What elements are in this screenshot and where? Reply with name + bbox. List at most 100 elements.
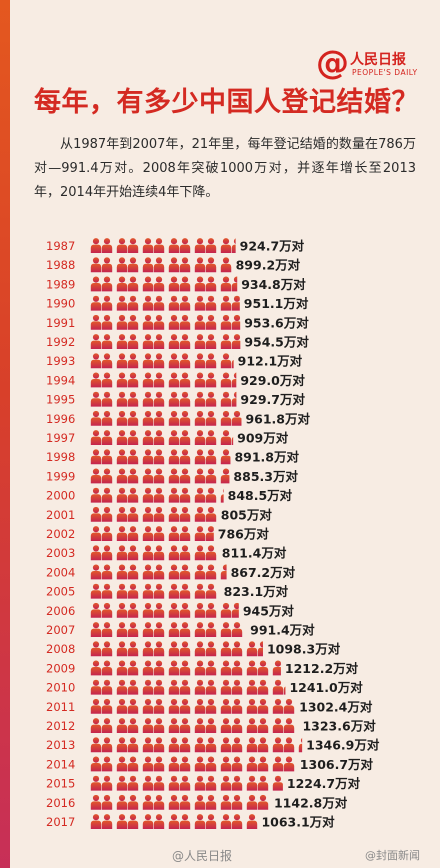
year-label: 1998 [46, 450, 75, 464]
year-label: 1988 [46, 258, 75, 272]
pictogram-bar [90, 602, 239, 618]
year-label: 1990 [46, 297, 75, 311]
pictogram-bar [90, 641, 263, 657]
value-label: 1302.4万对 [299, 699, 373, 714]
value-label: 934.8万对 [241, 277, 306, 292]
year-label: 2004 [46, 565, 75, 579]
value-label: 929.0万对 [240, 373, 305, 388]
pictogram-bar [90, 814, 258, 829]
year-label: 2008 [46, 642, 75, 656]
value-label: 823.1万对 [224, 584, 289, 599]
value-label: 811.4万对 [222, 546, 287, 561]
page-title: 每年，有多少中国人登记结婚？ [34, 87, 419, 118]
pictogram-bar [90, 276, 238, 292]
pictogram-bar [90, 775, 283, 791]
value-label: 1063.1万对 [261, 815, 335, 830]
year-label: 2014 [46, 757, 75, 771]
value-label: 951.1万对 [244, 296, 309, 311]
intro-paragraph: 从1987年到2007年，21年里，每年登记结婚的数量在786万对—991.4万… [34, 137, 416, 200]
year-label: 1996 [46, 412, 75, 426]
year-label: 2011 [46, 700, 75, 714]
pictogram-bar [90, 718, 295, 733]
value-label: 1241.0万对 [289, 680, 363, 695]
pictogram-bar [90, 391, 237, 407]
pictogram-bar [90, 295, 240, 311]
logo-at-symbol: @ [316, 43, 349, 82]
marriage-pictogram-chart: 1987 924.7万对 1988 899.2万对 1989 934.8万对 1990 951… [46, 238, 380, 830]
year-label: 1987 [46, 239, 75, 253]
year-label: 1992 [46, 335, 75, 349]
pictogram-bar [90, 430, 234, 445]
pictogram-bar [90, 622, 243, 637]
year-label: 2006 [46, 604, 75, 618]
year-label: 2005 [46, 585, 75, 599]
year-label: 1999 [46, 469, 75, 483]
year-label: 2003 [46, 546, 75, 560]
pictogram-bar [90, 506, 217, 522]
year-label: 1995 [46, 393, 75, 407]
peoples-daily-logo: @ 人民日报 PEOPLE'S DAILY [316, 43, 428, 83]
pictogram-bar [90, 238, 236, 253]
pictogram-bar [90, 583, 217, 599]
value-label: 786万对 [218, 527, 270, 542]
value-label: 885.3万对 [233, 469, 298, 484]
pictogram-bar [90, 679, 286, 695]
footer-source-left: @人民日报 [172, 849, 233, 863]
year-label: 1997 [46, 431, 75, 445]
pictogram-bar [90, 257, 232, 273]
pictogram-bar [90, 698, 295, 714]
pictogram-bar [90, 564, 227, 580]
year-label: 2002 [46, 527, 75, 541]
value-label: 1323.6万对 [302, 719, 376, 734]
value-label: 929.7万对 [240, 392, 305, 407]
value-label: 899.2万对 [236, 258, 301, 273]
value-label: 924.7万对 [240, 239, 305, 254]
year-label: 2010 [46, 681, 75, 695]
value-label: 961.8万对 [245, 411, 310, 426]
pictogram-bar [90, 314, 241, 330]
value-label: 867.2万对 [231, 565, 296, 580]
value-label: 1142.8万对 [274, 795, 348, 810]
year-label: 1991 [46, 316, 75, 330]
value-label: 953.6万对 [244, 315, 309, 330]
left-accent-strip [0, 0, 10, 868]
value-label: 945万对 [243, 603, 295, 618]
pictogram-bar [90, 737, 303, 753]
value-label: 954.5万对 [244, 335, 309, 350]
pictogram-bar [90, 468, 230, 484]
pictogram-bar [90, 660, 281, 676]
value-label: 805万对 [221, 507, 273, 522]
year-label: 2013 [46, 738, 75, 752]
pictogram-bar [90, 526, 214, 541]
value-label: 891.8万对 [234, 450, 299, 465]
pictogram-bar [90, 353, 234, 369]
value-label: 1224.7万对 [287, 776, 361, 791]
value-label: 1098.3万对 [267, 642, 341, 657]
year-label: 2001 [46, 508, 75, 522]
logo-english: PEOPLE'S DAILY [352, 68, 418, 77]
year-label: 2007 [46, 623, 75, 637]
pictogram-bar [90, 334, 241, 349]
value-label: 909万对 [237, 431, 289, 446]
pictogram-bar [90, 410, 242, 426]
year-label: 1989 [46, 277, 75, 291]
pictogram-bar [90, 487, 224, 503]
value-label: 1212.2万对 [285, 661, 359, 676]
value-label: 1306.7万对 [300, 757, 374, 772]
pictogram-bar [90, 794, 269, 810]
value-label: 848.5万对 [228, 488, 293, 503]
value-label: 912.1万对 [238, 354, 303, 369]
year-label: 2000 [46, 489, 75, 503]
year-label: 1994 [46, 373, 75, 387]
year-label: 2012 [46, 719, 75, 733]
pictogram-bar [90, 545, 217, 561]
year-label: 2015 [46, 777, 75, 791]
value-label: 1346.9万对 [306, 738, 380, 753]
year-label: 2016 [46, 796, 75, 810]
pictogram-bar [90, 449, 231, 465]
footer-source-right: @封面新闻 [365, 849, 420, 862]
year-label: 2017 [46, 815, 75, 829]
year-label: 1993 [46, 354, 75, 368]
value-label: 991.4万对 [250, 623, 315, 638]
pictogram-bar [90, 372, 237, 388]
